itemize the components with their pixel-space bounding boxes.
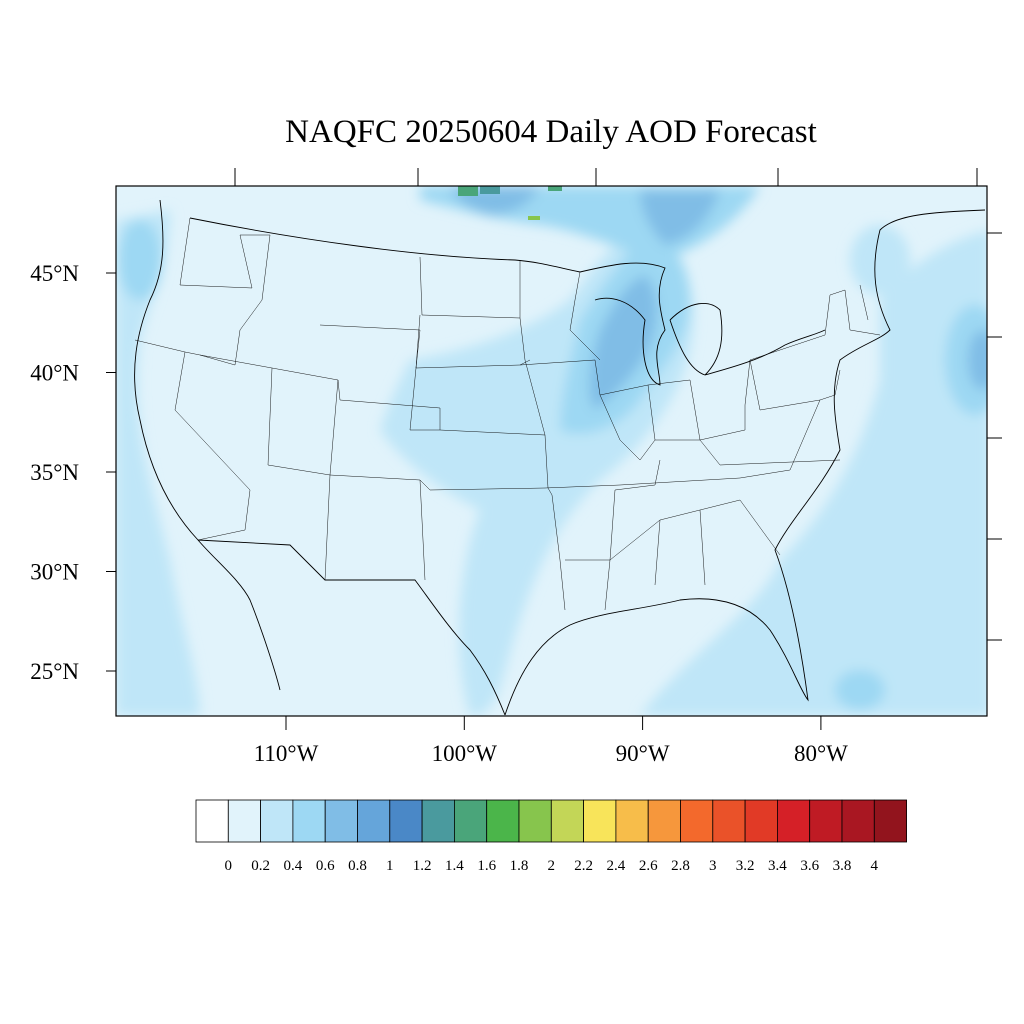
aod-contour-lakes-core (589, 275, 657, 410)
colorbar-label: 0.2 (251, 858, 270, 874)
great-lakes (579, 262, 826, 386)
colorbar-label: 0.6 (316, 858, 335, 874)
colorbar-label: 3.8 (833, 858, 852, 874)
aod-hotspot (480, 186, 500, 194)
longitude-labels: 110°W 100°W 90°W 80°W (254, 741, 848, 766)
lon-tick-label: 110°W (254, 741, 319, 766)
aod-hotspot (548, 186, 562, 191)
colorbar-cell (195, 799, 229, 843)
colorbar-cell (324, 799, 358, 843)
colorbar-label: 1.4 (445, 858, 464, 874)
aod-contour-offshore-core (968, 330, 987, 390)
colorbar-label: 0 (225, 858, 233, 874)
lat-tick-label: 25°N (30, 659, 79, 684)
aod-hotspot (528, 216, 540, 220)
latitude-labels: 45°N 40°N 35°N 30°N 25°N (30, 261, 79, 684)
colorbar-cell (421, 799, 455, 843)
colorbar-cell (615, 799, 649, 843)
aod-contour-pnw (118, 220, 162, 300)
colorbar-label: 2.4 (607, 858, 626, 874)
colorbar-cell (680, 799, 714, 843)
lon-tick-label: 90°W (616, 741, 670, 766)
colorbar-label: 1 (386, 858, 394, 874)
lon-tick-label: 100°W (432, 741, 498, 766)
colorbar-cell (712, 799, 746, 843)
colorbar-cell (357, 799, 391, 843)
colorbar-label: 0.8 (348, 858, 367, 874)
colorbar-label: 3.4 (768, 858, 787, 874)
lon-tick-label: 80°W (794, 741, 848, 766)
aod-contour-newengland (850, 225, 910, 295)
map-title: NAQFC 20250604 Daily AOD Forecast (285, 114, 817, 150)
colorbar-label: 2.8 (671, 858, 690, 874)
colorbar-label: 1.2 (413, 858, 432, 874)
colorbar-cell (744, 799, 778, 843)
lat-tick-label: 40°N (30, 361, 79, 386)
colorbar-label: 4 (871, 858, 879, 874)
colorbar-cell (260, 799, 294, 843)
colorbar-label: 1.8 (510, 858, 529, 874)
colorbar-label: 1.6 (477, 858, 496, 874)
aod-hotspot (458, 186, 478, 196)
colorbar-cell (777, 799, 811, 843)
colorbar-label: 2.2 (574, 858, 593, 874)
colorbar-cell (809, 799, 843, 843)
state-lines (134, 217, 881, 611)
colorbar-label: 3.6 (800, 858, 819, 874)
lat-tick-label: 30°N (30, 560, 79, 585)
aod-hotspots (458, 186, 562, 220)
map-ticks (106, 168, 1002, 730)
colorbar-cell (518, 799, 552, 843)
colorbar-label: 3.2 (736, 858, 755, 874)
colorbar-cell (647, 799, 681, 843)
colorbar: 0 0.2 0.4 0.6 0.8 1 1.2 1.4 1.6 1.8 2 2.2 2.4 2.6 2.8 3… (195, 799, 907, 874)
map-frame (115, 185, 988, 717)
colorbar-label: 3 (709, 858, 717, 874)
map-panel (116, 186, 987, 716)
aod-contour-canada-core (640, 190, 720, 245)
colorbar-cell (583, 799, 617, 843)
aod-field (116, 186, 987, 716)
lat-tick-label: 35°N (30, 460, 79, 485)
aod-contour-bahamas (835, 670, 885, 710)
aod-contour-pacific (116, 210, 200, 716)
colorbar-label: 2 (548, 858, 556, 874)
colorbar-cell (389, 799, 423, 843)
colorbar-cell (873, 799, 907, 843)
colorbar-label: 0.4 (284, 858, 303, 874)
lat-tick-label: 45°N (30, 261, 79, 286)
colorbar-cell (841, 799, 875, 843)
us-outline (134, 199, 986, 716)
colorbar-cell (453, 799, 488, 843)
aod-contour-atlantic (640, 230, 987, 716)
colorbar-cell (292, 799, 326, 843)
colorbar-cell (550, 799, 584, 843)
colorbar-cell (227, 799, 262, 843)
colorbar-label: 2.6 (639, 858, 658, 874)
colorbar-cell (486, 799, 520, 843)
boundaries (134, 199, 986, 716)
